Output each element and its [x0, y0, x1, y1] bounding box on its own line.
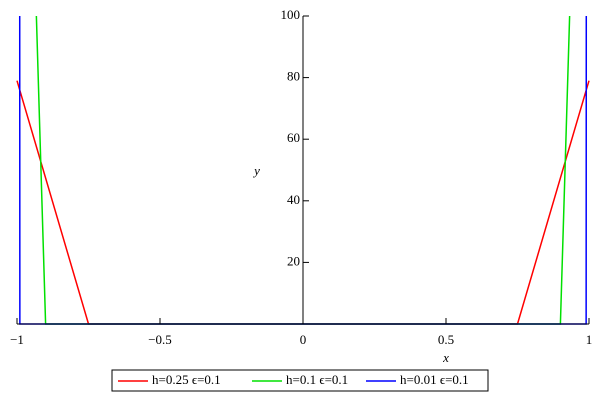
x-tick-label: 0 — [300, 332, 307, 347]
y-tick-label: 20 — [287, 253, 300, 268]
x-tick-label: 0.5 — [438, 332, 454, 347]
y-axis-label: y — [252, 163, 260, 178]
legend-label: h=0.01 ϵ=0.1 — [400, 372, 469, 387]
x-tick-label: −1 — [10, 332, 24, 347]
legend-box — [111, 369, 489, 392]
x-axis-label: x — [442, 350, 449, 365]
x-tick-label: −0.5 — [148, 332, 172, 347]
y-tick-label: 100 — [281, 7, 301, 22]
y-tick-label: 60 — [287, 130, 300, 145]
y-tick-label: 40 — [287, 192, 300, 207]
legend-label: h=0.1 ϵ=0.1 — [286, 372, 348, 387]
legend-label: h=0.25 ϵ=0.1 — [152, 372, 221, 387]
y-tick-label: 80 — [287, 69, 300, 84]
x-tick-label: 1 — [586, 332, 593, 347]
